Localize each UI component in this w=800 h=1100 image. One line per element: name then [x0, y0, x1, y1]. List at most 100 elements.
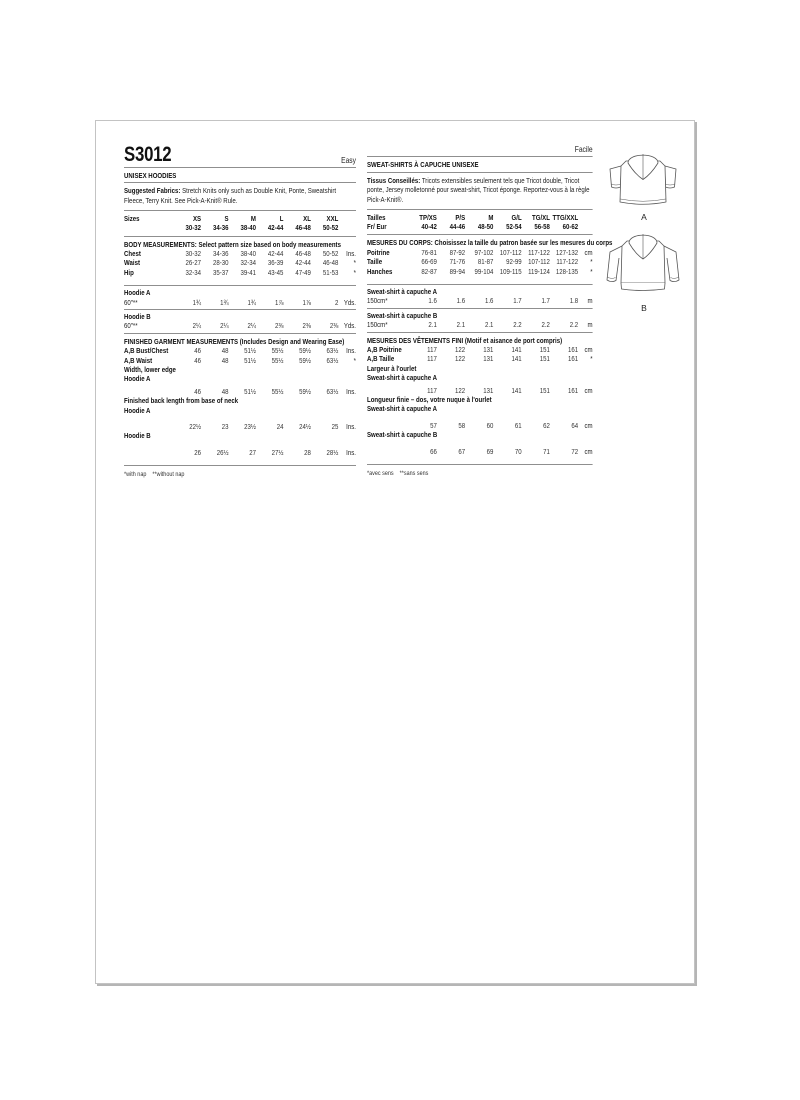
- value-cell: 42-44: [267, 248, 284, 258]
- value-cell: TG/XL: [532, 212, 550, 222]
- value-cell: 1⅞: [275, 297, 284, 307]
- value-cell: 23½: [244, 422, 256, 432]
- french-header: Facile: [367, 144, 593, 158]
- measurement-row: 26 26½ 27 27½ 28 28½ Ins.: [124, 448, 356, 457]
- value-cell: 56-58: [534, 221, 550, 231]
- garment-label: Hoodie A: [124, 374, 151, 384]
- row-label: Hip: [124, 267, 134, 277]
- value-cell: 92-99: [506, 257, 522, 267]
- value-cell: 28-30: [212, 258, 229, 268]
- value-cell: 51½: [244, 386, 256, 396]
- page-content: S3012 Easy UNISEX HOODIES Suggested Fabr…: [96, 121, 694, 480]
- unit-cell: Ins.: [346, 346, 356, 356]
- unit-cell: *: [353, 267, 356, 277]
- value-cell: 1¾: [247, 297, 256, 307]
- value-cell: 1.7: [541, 296, 550, 306]
- value-cell: 48: [221, 355, 229, 365]
- value-cell: 22½: [189, 422, 202, 432]
- yardage-hoodie-b-en: Hoodie B 60"** 2¼ 2¼ 2¼ 2⅜ 2⅜ 2⅜ Yds.: [124, 312, 356, 331]
- illustrations-column: A B: [601, 145, 687, 321]
- value-cell: 131: [483, 385, 494, 395]
- width-lower-edge-heading: Largeur à l'ourlet: [367, 363, 417, 373]
- measurement-row: A,B Waist 46 48 51½ 55½ 59½ 63½ *: [124, 356, 356, 365]
- value-cell: 2.2: [541, 320, 550, 330]
- measurement-row: Hanches 82-87 89-94 99-104 109-115 119-124 12…: [367, 267, 593, 276]
- title-fr: SWEAT-SHIRTS À CAPUCHE UNISEXE: [367, 157, 593, 173]
- value-cell: 34-36: [212, 248, 229, 258]
- yardage-row: 150cm* 2.1 2.1 2.1 2.2 2.2 2.2 m: [367, 320, 593, 329]
- back-length-heading: Finished back length from base of neck: [124, 396, 239, 406]
- unit-cell: Yds.: [343, 321, 356, 331]
- value-cell: 107-112: [528, 257, 550, 267]
- value-cell: 1¾: [220, 297, 229, 307]
- measurement-row: Hip 32-34 35-37 39-41 43-45 47-49 51-53 *: [124, 268, 356, 277]
- value-cell: 63½: [326, 346, 339, 356]
- value-cell: 60-62: [562, 221, 579, 231]
- yardage-row: 150cm* 1.6 1.6 1.6 1.7 1.7 1.8 m: [367, 296, 593, 305]
- value-cell: 109-115: [499, 266, 522, 276]
- finished-heading-en: FINISHED GARMENT MEASUREMENTS (Includes …: [124, 336, 345, 346]
- value-cell: 26-27: [185, 258, 202, 268]
- value-cell: 52-54: [506, 221, 522, 231]
- value-cell: 46: [194, 386, 202, 396]
- unit-cell: cm: [584, 385, 593, 395]
- body-measurements-heading-en: BODY MEASUREMENTS: Select pattern size b…: [124, 239, 341, 249]
- value-cell: 107-112: [499, 247, 522, 257]
- divider: [124, 332, 356, 334]
- measurement-row: Waist 26-27 28-30 32-34 36-39 42-44 46-48 *: [124, 258, 356, 267]
- garment-label: Hoodie A: [124, 405, 151, 415]
- value-cell: 141: [511, 385, 522, 395]
- sizes-ranges-row: 30-32 34-36 38-40 42-44 46-48 50-52: [124, 223, 356, 232]
- value-cell: 27: [249, 447, 256, 457]
- value-cell: 50-52: [322, 248, 339, 258]
- value-cell: 50-52: [322, 223, 339, 233]
- value-cell: 82-87: [421, 266, 437, 276]
- value-cell: 2.2: [569, 320, 579, 330]
- value-cell: 1.6: [428, 296, 437, 306]
- value-cell: 2¼: [247, 321, 256, 331]
- divider: [367, 283, 593, 285]
- value-cell: 131: [483, 345, 494, 354]
- value-cell: 2⅜: [302, 321, 311, 331]
- yardage-hoodie-b-fr: Sweat-shirt à capuche B 150cm* 2.1 2.1 2.1…: [367, 311, 593, 330]
- value-cell: 36-39: [267, 258, 284, 268]
- value-cell: 32-34: [240, 258, 256, 268]
- value-cell: 48-50: [477, 221, 494, 231]
- value-cell: 28½: [326, 447, 339, 457]
- unit-cell: cm: [584, 345, 593, 354]
- value-cell: M: [250, 213, 256, 223]
- fabrics-label-en: Suggested Fabrics:: [124, 186, 181, 196]
- measurement-row: A,B Taille 117 122 131 141 151 161 *: [367, 354, 593, 363]
- measurement-row: 57 58 60 61 62 64 cm: [367, 421, 593, 430]
- value-cell: 122: [454, 345, 466, 354]
- fabric-width-label: 60"**: [124, 297, 138, 307]
- fabrics-paragraph-fr: Tissus Conseillés: Tricots extensibles s…: [367, 176, 593, 204]
- nap-footnote-en: *with nap **without nap: [124, 471, 185, 479]
- value-cell: 122: [454, 354, 466, 364]
- value-cell: 151: [539, 385, 550, 395]
- hoodie-a-illustration: [609, 154, 677, 205]
- value-cell: 117: [427, 385, 437, 395]
- value-cell: 2.1: [428, 320, 437, 330]
- measurement-row: 117 122 131 141 151 161 cm: [367, 386, 593, 395]
- value-cell: 55½: [271, 386, 284, 396]
- value-cell: 131: [483, 354, 494, 364]
- garment-label: Hoodie A: [124, 288, 151, 298]
- divider: [367, 307, 593, 309]
- value-cell: 128-135: [555, 266, 579, 276]
- row-label: A,B Waist: [124, 355, 153, 365]
- value-cell: 1⅞: [302, 297, 311, 307]
- row-label: Waist: [124, 258, 140, 268]
- value-cell: 2: [334, 297, 339, 307]
- value-cell: 117-122: [528, 247, 550, 257]
- unit-cell: *: [353, 258, 356, 268]
- fabrics-text-en: Stretch Knits only such as Double Knit, …: [124, 186, 337, 205]
- value-cell: 117: [427, 345, 437, 354]
- yardage-row: 60"** 1¾ 1¾ 1¾ 1⅞ 1⅞ 2 Yds.: [124, 298, 356, 307]
- finished-measurements-section-en: FINISHED GARMENT MEASUREMENTS (Includes …: [124, 337, 356, 457]
- value-cell: 71-76: [449, 257, 466, 267]
- value-cell: 66-69: [421, 257, 437, 267]
- unit-cell: *: [590, 354, 593, 364]
- fabrics-paragraph-en: Suggested Fabrics: Stretch Knits only su…: [124, 186, 356, 205]
- value-cell: TTG/XXL: [552, 212, 579, 222]
